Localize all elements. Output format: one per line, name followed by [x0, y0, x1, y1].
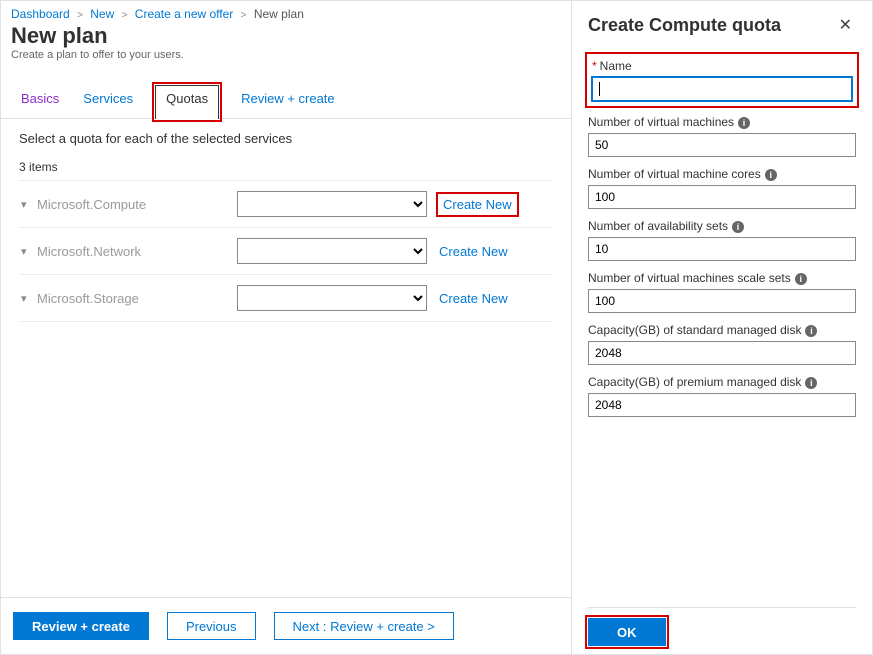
breadcrumb-current: New plan — [254, 7, 304, 21]
cores-label: Number of virtual machine coresi — [588, 167, 856, 181]
avsets-input[interactable] — [588, 237, 856, 261]
service-name: Microsoft.Storage — [37, 291, 237, 306]
service-name: Microsoft.Network — [37, 244, 237, 259]
quota-row: ▾ Microsoft.Network Create New — [19, 227, 553, 274]
info-icon[interactable]: i — [765, 169, 777, 181]
review-create-button[interactable]: Review + create — [13, 612, 149, 640]
close-icon[interactable]: ✕ — [835, 13, 856, 37]
cores-input[interactable] — [588, 185, 856, 209]
stddisk-label: Capacity(GB) of standard managed diski — [588, 323, 856, 337]
quota-row: ▾ Microsoft.Storage Create New — [19, 274, 553, 322]
tab-basics[interactable]: Basics — [19, 85, 61, 118]
text-cursor — [599, 82, 600, 96]
premdisk-label: Capacity(GB) of premium managed diski — [588, 375, 856, 389]
panel-title: Create Compute quota — [588, 15, 781, 36]
vms-input[interactable] — [588, 133, 856, 157]
stddisk-input[interactable] — [588, 341, 856, 365]
breadcrumb-link[interactable]: Dashboard — [11, 7, 70, 21]
premdisk-input[interactable] — [588, 393, 856, 417]
info-icon[interactable]: i — [795, 273, 807, 285]
tab-services[interactable]: Services — [81, 85, 135, 118]
items-count: 3 items — [19, 160, 553, 174]
avsets-label: Number of availability setsi — [588, 219, 856, 233]
quota-select[interactable] — [237, 285, 427, 311]
scalesets-label: Number of virtual machines scale setsi — [588, 271, 856, 285]
footer: Review + create Previous Next : Review +… — [1, 597, 571, 654]
info-icon[interactable]: i — [805, 325, 817, 337]
tab-quotas[interactable]: Quotas — [155, 85, 219, 119]
breadcrumb-sep: > — [237, 10, 251, 21]
create-quota-panel: Create Compute quota ✕ *Name Number of v… — [572, 1, 872, 654]
scalesets-input[interactable] — [588, 289, 856, 313]
breadcrumb-sep: > — [118, 10, 132, 21]
breadcrumb-link[interactable]: Create a new offer — [135, 7, 234, 21]
chevron-down-icon[interactable]: ▾ — [19, 292, 37, 305]
name-label: *Name — [592, 59, 852, 73]
breadcrumb-sep: > — [73, 10, 87, 21]
tab-review[interactable]: Review + create — [239, 85, 337, 118]
service-name: Microsoft.Compute — [37, 197, 237, 212]
breadcrumb: Dashboard > New > Create a new offer > N… — [1, 1, 571, 23]
chevron-down-icon[interactable]: ▾ — [19, 245, 37, 258]
info-icon[interactable]: i — [738, 117, 750, 129]
tabs: Basics Services Quotas Review + create — [1, 77, 571, 119]
quota-select[interactable] — [237, 238, 427, 264]
quota-row: ▾ Microsoft.Compute Create New — [19, 180, 553, 227]
quota-instruction: Select a quota for each of the selected … — [19, 131, 553, 146]
ok-button[interactable]: OK — [588, 618, 666, 646]
create-new-link[interactable]: Create New — [439, 195, 516, 214]
info-icon[interactable]: i — [805, 377, 817, 389]
create-new-link[interactable]: Create New — [439, 244, 508, 259]
info-icon[interactable]: i — [732, 221, 744, 233]
name-input[interactable] — [592, 77, 852, 101]
page-title: New plan — [11, 23, 561, 49]
quota-select[interactable] — [237, 191, 427, 217]
page-subtitle: Create a plan to offer to your users. — [11, 49, 561, 61]
breadcrumb-link[interactable]: New — [90, 7, 114, 21]
next-button[interactable]: Next : Review + create > — [274, 612, 454, 640]
chevron-down-icon[interactable]: ▾ — [19, 198, 37, 211]
previous-button[interactable]: Previous — [167, 612, 256, 640]
create-new-link[interactable]: Create New — [439, 291, 508, 306]
name-field-wrap: *Name — [588, 55, 856, 105]
vms-label: Number of virtual machinesi — [588, 115, 856, 129]
